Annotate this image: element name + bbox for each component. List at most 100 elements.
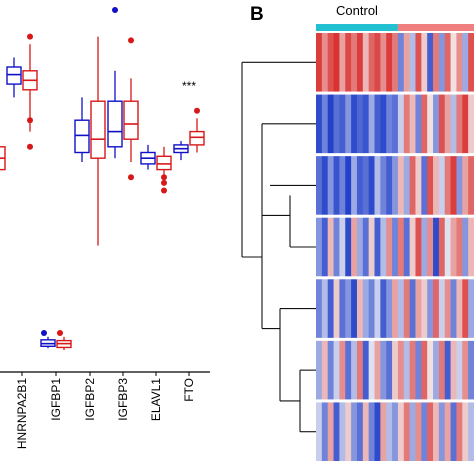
box-IGFBP1-group_2 [56,330,72,351]
heatmap-cell [345,94,352,154]
heatmap-cell [462,33,469,92]
heatmap-cell [316,279,323,338]
heatmap-cell [397,340,405,400]
heatmap-cell [415,94,422,154]
heatmap-cell [403,402,411,461]
heatmap-cell [409,340,416,400]
heatmap-cell [333,156,340,215]
heatmap-cell [356,156,364,215]
group-label-control: Control [336,3,378,18]
heatmap-cell [462,156,469,215]
heatmap-cell [333,217,340,277]
heatmap-cell [433,33,440,92]
heatmap-cell [368,217,376,277]
heatmap-cell [450,156,457,215]
box-IGFBP3-group_1 [107,7,123,159]
heatmap-cell [421,217,428,277]
box-body [90,100,106,159]
heatmap-cell [421,402,428,461]
heatmap-cell [374,279,381,338]
heatmap-cell [438,402,446,461]
heatmap-cell [450,340,457,400]
heatmap-cell [444,94,452,154]
heatmap-cell [444,33,452,92]
x-tick-label-elavl1: ELAVL1 [149,378,163,421]
heatmap-cell [351,340,358,400]
x-tick-label-fto: FTO [182,378,196,402]
heatmap-cell [356,217,364,277]
x-tick-label-igfbp1: IGFBP1 [49,378,63,421]
heatmap-cell [368,94,376,154]
heatmap-cell [415,217,422,277]
heatmap-cell [386,340,393,400]
heatmap-cell [316,156,323,215]
heatmap-cell [316,340,323,400]
heatmap-cell [438,94,446,154]
group-bar-1 [397,24,474,31]
heatmap-cell [321,156,329,215]
heatmap-cell [386,217,393,277]
heatmap-cell [386,94,393,154]
heatmap-cell [462,279,469,338]
heatmap-cell [356,340,364,400]
heatmap-cell [433,217,440,277]
heatmap-cell [362,33,370,92]
outlier-point [161,179,167,186]
heatmap-cell [374,33,381,92]
heatmap-cell [362,402,370,461]
heatmap-cell [380,279,387,338]
heatmap-cell [415,156,422,215]
outlier-point [128,37,134,44]
box-ELAVL1-group_2 [156,146,172,194]
box-partial-group_2 [0,146,6,171]
heatmap-cell [415,402,422,461]
box-body [74,119,90,154]
box-HNRNPA2B1-group_2 [22,33,38,150]
heatmap-cell [368,340,376,400]
heatmap-cell [374,402,381,461]
outlier-point [41,330,47,336]
heatmap-cell [368,33,376,92]
heatmap-cell [392,340,399,400]
heatmap-cell [333,94,340,154]
heatmap-cell [362,279,370,338]
heatmap-cell [339,340,346,400]
box-body [123,100,139,140]
heatmap-cell [450,33,457,92]
heatmap-cell [444,217,452,277]
heatmap-cell [450,94,457,154]
heatmap-cell [433,402,440,461]
heatmap-cell [421,340,428,400]
heatmap-cell [438,156,446,215]
heatmap-cell [444,156,452,215]
heatmap-cell [421,279,428,338]
heatmap-cell [380,33,387,92]
heatmap-cell [316,217,323,277]
heatmap-cell [427,33,434,92]
heatmap-cell [468,156,474,215]
heatmap-cell [397,94,405,154]
box-IGFBP2-group_1 [74,97,90,162]
x-tick-label-igfbp2: IGFBP2 [83,378,97,421]
heatmap-cell [403,33,411,92]
outlier-point [161,187,167,194]
heatmap-cell [438,279,446,338]
outlier-point [112,7,118,13]
box-FTO-group_1 [173,141,189,161]
heatmap-cell [462,94,469,154]
heatmap-cell [450,279,457,338]
heatmap-cell [427,156,434,215]
heatmap-cell [321,340,329,400]
heatmap-cell [386,33,393,92]
heatmap-cell [362,340,370,400]
heatmap-cell [403,340,411,400]
heatmap-cell [456,33,463,92]
box-body [6,66,22,85]
heatmap-cell [456,402,463,461]
heatmap-cell [333,402,340,461]
heatmap-cell [462,217,469,277]
heatmap-cell [327,156,335,215]
row-dendrogram [241,61,316,433]
heatmap-cell [368,156,376,215]
heatmap-cell [392,33,399,92]
